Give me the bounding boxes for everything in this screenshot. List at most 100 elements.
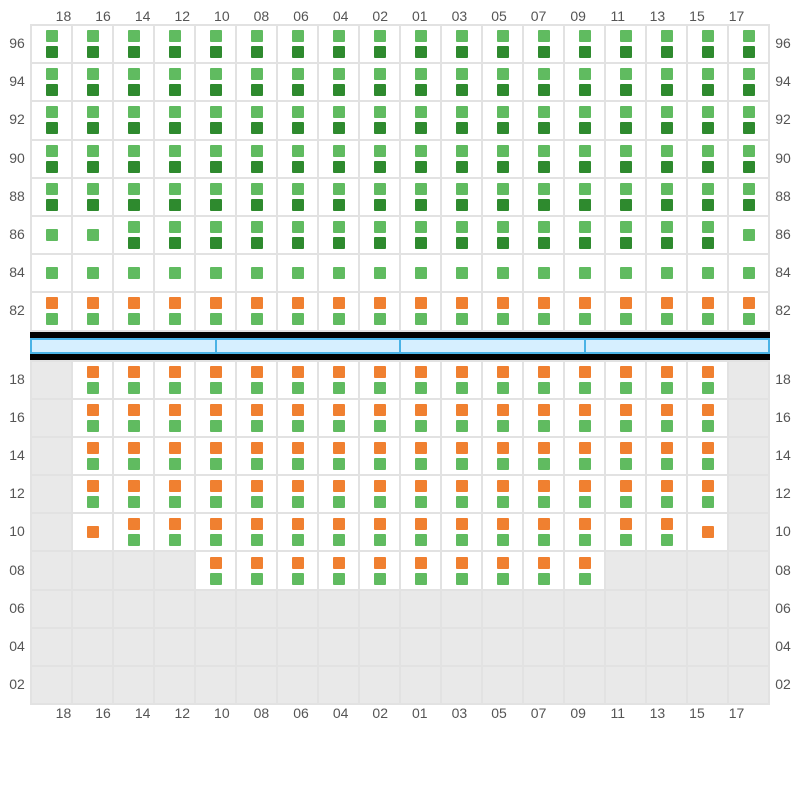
- seat-cell[interactable]: [728, 254, 769, 292]
- seat-cell[interactable]: [113, 399, 154, 437]
- seat-cell[interactable]: [400, 513, 441, 551]
- seat-cell[interactable]: [728, 216, 769, 254]
- seat-cell[interactable]: [277, 513, 318, 551]
- seat-cell[interactable]: [441, 475, 482, 513]
- seat-cell[interactable]: [31, 254, 72, 292]
- seat-cell[interactable]: [728, 25, 769, 63]
- seat-cell[interactable]: [195, 178, 236, 216]
- seat-cell[interactable]: [236, 140, 277, 178]
- seat-cell[interactable]: [72, 63, 113, 101]
- seat-cell[interactable]: [236, 178, 277, 216]
- seat-cell[interactable]: [31, 25, 72, 63]
- seat-cell[interactable]: [277, 437, 318, 475]
- seat-cell[interactable]: [441, 551, 482, 589]
- seat-cell[interactable]: [400, 292, 441, 330]
- seat-cell[interactable]: [359, 361, 400, 399]
- seat-cell[interactable]: [564, 475, 605, 513]
- seat-cell[interactable]: [728, 178, 769, 216]
- seat-cell[interactable]: [359, 25, 400, 63]
- seat-cell[interactable]: [523, 437, 564, 475]
- seat-cell[interactable]: [72, 178, 113, 216]
- seat-cell[interactable]: [277, 63, 318, 101]
- seat-cell[interactable]: [482, 292, 523, 330]
- seat-cell[interactable]: [605, 399, 646, 437]
- seat-cell[interactable]: [605, 25, 646, 63]
- seat-cell[interactable]: [318, 101, 359, 139]
- seat-cell[interactable]: [72, 216, 113, 254]
- seat-cell[interactable]: [195, 513, 236, 551]
- seat-cell[interactable]: [195, 437, 236, 475]
- seat-cell[interactable]: [523, 551, 564, 589]
- seat-cell[interactable]: [564, 361, 605, 399]
- seat-cell[interactable]: [482, 361, 523, 399]
- seat-cell[interactable]: [400, 178, 441, 216]
- seat-cell[interactable]: [400, 25, 441, 63]
- seat-cell[interactable]: [359, 551, 400, 589]
- seat-cell[interactable]: [318, 361, 359, 399]
- seat-cell[interactable]: [154, 140, 195, 178]
- seat-cell[interactable]: [646, 25, 687, 63]
- seat-cell[interactable]: [400, 361, 441, 399]
- seat-cell[interactable]: [359, 399, 400, 437]
- seat-cell[interactable]: [523, 254, 564, 292]
- seat-cell[interactable]: [154, 63, 195, 101]
- seat-cell[interactable]: [687, 361, 728, 399]
- seat-cell[interactable]: [113, 63, 154, 101]
- seat-cell[interactable]: [72, 25, 113, 63]
- seat-cell[interactable]: [195, 361, 236, 399]
- seat-cell[interactable]: [564, 25, 605, 63]
- seat-cell[interactable]: [687, 101, 728, 139]
- seat-cell[interactable]: [113, 475, 154, 513]
- seat-cell[interactable]: [605, 361, 646, 399]
- seat-cell[interactable]: [359, 254, 400, 292]
- seat-cell[interactable]: [318, 475, 359, 513]
- seat-cell[interactable]: [359, 475, 400, 513]
- seat-cell[interactable]: [564, 437, 605, 475]
- seat-cell[interactable]: [605, 63, 646, 101]
- seat-cell[interactable]: [195, 399, 236, 437]
- seat-cell[interactable]: [523, 475, 564, 513]
- seat-cell[interactable]: [318, 292, 359, 330]
- seat-cell[interactable]: [605, 513, 646, 551]
- seat-cell[interactable]: [154, 437, 195, 475]
- seat-cell[interactable]: [154, 513, 195, 551]
- seat-cell[interactable]: [687, 25, 728, 63]
- seat-cell[interactable]: [646, 254, 687, 292]
- seat-cell[interactable]: [441, 361, 482, 399]
- seat-cell[interactable]: [195, 63, 236, 101]
- seat-cell[interactable]: [31, 63, 72, 101]
- seat-cell[interactable]: [523, 361, 564, 399]
- seat-cell[interactable]: [113, 25, 154, 63]
- seat-cell[interactable]: [441, 292, 482, 330]
- seat-cell[interactable]: [236, 63, 277, 101]
- seat-cell[interactable]: [359, 216, 400, 254]
- seat-cell[interactable]: [154, 178, 195, 216]
- seat-cell[interactable]: [646, 101, 687, 139]
- seat-cell[interactable]: [277, 101, 318, 139]
- seat-cell[interactable]: [236, 254, 277, 292]
- seat-cell[interactable]: [687, 216, 728, 254]
- seat-cell[interactable]: [564, 551, 605, 589]
- seat-cell[interactable]: [441, 63, 482, 101]
- seat-cell[interactable]: [113, 361, 154, 399]
- seat-cell[interactable]: [318, 437, 359, 475]
- seat-cell[interactable]: [277, 178, 318, 216]
- seat-cell[interactable]: [482, 475, 523, 513]
- seat-cell[interactable]: [236, 475, 277, 513]
- seat-cell[interactable]: [31, 140, 72, 178]
- seat-cell[interactable]: [482, 25, 523, 63]
- seat-cell[interactable]: [482, 551, 523, 589]
- seat-cell[interactable]: [318, 140, 359, 178]
- seat-cell[interactable]: [646, 513, 687, 551]
- seat-cell[interactable]: [728, 63, 769, 101]
- seat-cell[interactable]: [564, 63, 605, 101]
- seat-cell[interactable]: [72, 101, 113, 139]
- seat-cell[interactable]: [482, 254, 523, 292]
- seat-cell[interactable]: [72, 254, 113, 292]
- seat-cell[interactable]: [441, 216, 482, 254]
- seat-cell[interactable]: [236, 101, 277, 139]
- seat-cell[interactable]: [277, 399, 318, 437]
- seat-cell[interactable]: [236, 292, 277, 330]
- seat-cell[interactable]: [318, 25, 359, 63]
- seat-cell[interactable]: [523, 101, 564, 139]
